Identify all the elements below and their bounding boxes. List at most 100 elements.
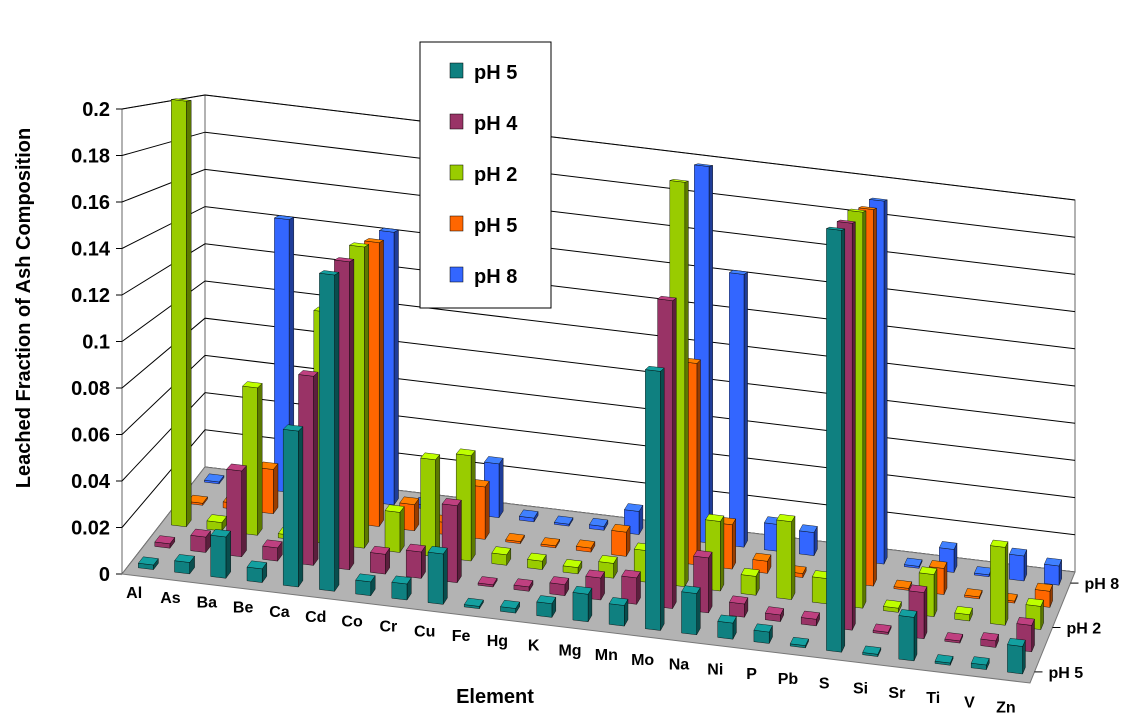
bar — [800, 610, 820, 627]
bar-top — [540, 537, 561, 547]
bar — [644, 365, 665, 632]
bar-top — [825, 226, 846, 231]
y-tick-label: 0.06 — [71, 425, 110, 447]
bar-top — [246, 560, 268, 570]
bar-top — [598, 555, 618, 564]
bar-top — [847, 208, 867, 213]
bar-top — [378, 227, 400, 233]
bar-top — [621, 569, 641, 579]
y-axis-ticks: 0 0.02 0.04 0.06 0.08 0.1 0.12 0.14 0.16 0.18 0.2 — [71, 99, 111, 586]
legend-swatch — [449, 164, 464, 181]
bar-top — [862, 645, 882, 655]
bar — [789, 636, 809, 649]
bar-top — [681, 585, 701, 594]
bar-top — [527, 552, 547, 562]
bar-front — [190, 535, 207, 553]
bar-side — [883, 199, 888, 565]
bar-top — [729, 595, 749, 605]
bar-top — [928, 560, 948, 569]
bar-top — [954, 606, 973, 615]
bar-front — [608, 603, 625, 627]
bar-top — [717, 614, 737, 624]
bar — [1009, 547, 1028, 582]
bar — [500, 599, 521, 614]
bar-front — [427, 551, 444, 605]
bar-front — [740, 574, 757, 596]
x-tick-label: Ca — [269, 604, 290, 621]
bar-side — [696, 586, 701, 636]
x-tick-label: K — [528, 638, 540, 655]
bar — [621, 569, 641, 606]
gridline — [121, 243, 1076, 350]
bar-front — [717, 621, 734, 640]
bar-side — [708, 165, 713, 544]
bar-front — [536, 601, 553, 618]
bar-top — [572, 585, 593, 595]
bar — [934, 654, 954, 666]
bar — [518, 509, 539, 523]
bar — [717, 614, 737, 640]
bar — [513, 578, 534, 593]
bar-top — [174, 554, 195, 563]
y-tick-label: 0.02 — [71, 518, 110, 540]
bar-top — [427, 545, 448, 555]
bar-front — [420, 457, 436, 557]
bar-top — [980, 632, 999, 642]
bar-side — [457, 499, 462, 584]
bar-front — [898, 615, 915, 662]
bar-side — [470, 450, 476, 562]
legend-label: pH 2 — [474, 164, 517, 186]
bar — [549, 576, 570, 597]
gridline — [121, 206, 1076, 313]
bar-top — [190, 528, 211, 538]
bar-top — [226, 463, 247, 472]
bar-front — [246, 566, 263, 583]
bar — [608, 597, 629, 627]
legend-box — [419, 41, 552, 309]
bar-top — [355, 573, 376, 583]
bar — [776, 514, 796, 600]
bar — [764, 606, 785, 622]
bar-front — [799, 530, 815, 556]
y-tick-label: 0.2 — [82, 99, 110, 121]
bar — [190, 528, 211, 554]
bar-top — [553, 515, 574, 525]
bar — [282, 424, 304, 588]
bar-top — [575, 539, 596, 549]
bar-top — [282, 424, 304, 432]
bar-side — [241, 465, 247, 558]
bar-top — [348, 242, 370, 248]
bar-top — [1034, 582, 1053, 592]
bar-top — [789, 636, 809, 646]
bar — [898, 609, 918, 662]
bar-side — [443, 547, 448, 606]
bar-top — [1025, 598, 1044, 607]
bar-top — [420, 452, 441, 461]
gridline — [121, 131, 1076, 238]
bar-top — [363, 238, 385, 243]
bar-side — [298, 426, 304, 588]
bar-side — [913, 611, 918, 661]
y-tick-label: 0.14 — [71, 239, 111, 261]
bar-top — [868, 197, 888, 202]
bar-top — [883, 599, 902, 609]
bar — [575, 539, 596, 553]
bar-front — [1007, 644, 1023, 675]
legend-swatch — [449, 113, 464, 130]
x-tick-label: Co — [341, 614, 363, 631]
x-tick-label: P — [746, 666, 757, 683]
bar — [527, 552, 547, 571]
bar-side — [696, 359, 701, 565]
bar-front — [319, 272, 335, 592]
x-tick-label: Fe — [452, 628, 471, 645]
bar — [862, 645, 882, 657]
bar — [206, 514, 228, 532]
bar — [384, 504, 405, 554]
y-tick-label: 0.1 — [82, 332, 110, 354]
x-tick-label: Si — [853, 680, 868, 697]
bar-top — [588, 517, 609, 527]
x-axis-title: Element — [456, 686, 534, 708]
bar — [904, 557, 923, 569]
bar-side — [484, 480, 490, 541]
